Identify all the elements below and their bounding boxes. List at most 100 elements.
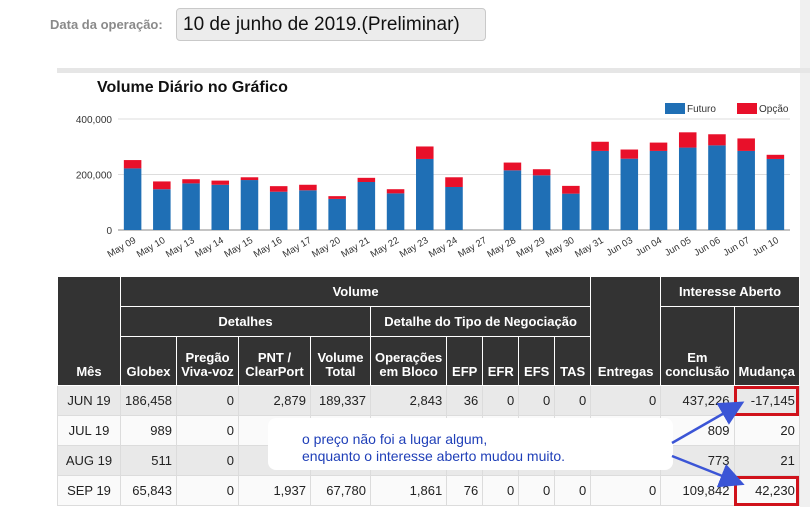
x-tick-label: May 24 [427,235,459,260]
cell-em-conclusao: 109,842 [660,475,735,506]
x-tick-label: May 10 [135,235,167,260]
bar-futuro [678,147,697,230]
cell-tas: 0 [554,385,592,416]
bar-futuro [766,158,785,230]
bar-opcao [299,184,317,191]
bar-opcao [678,132,697,148]
x-tick-label: May 22 [369,235,401,260]
bar-futuro [503,170,522,230]
header-tas: TAS [554,336,592,386]
header-group-volume: Volume [119,276,592,307]
header-group-interesse: Interesse Aberto [660,276,800,307]
cell-efp: 76 [446,475,484,506]
cell-mudanca: 20 [733,415,800,446]
y-tick-label: 400,000 [76,115,113,126]
cell-volume-total: 67,780 [310,475,371,506]
bar-opcao [649,142,668,151]
bar-opcao [211,180,230,185]
header-efs: EFS [518,336,556,386]
annotation-line-2: enquanto o interesse aberto mudou muito. [302,448,566,464]
legend-label-opcao: Opção [759,104,789,115]
cell-mudanca: -17,145 [733,385,800,416]
bar-futuro [357,181,376,230]
x-tick-label: May 17 [281,235,313,260]
annotation-box [268,418,673,470]
bar-futuro [620,158,639,230]
bar-futuro [240,180,259,230]
cell-tas: 0 [554,475,592,506]
page-scroll-edge [800,0,810,507]
bar-futuro [649,150,668,230]
cell-pregao: 0 [176,385,239,416]
cell-entregas: 0 [590,475,662,506]
bar-opcao [240,177,259,181]
cell-globex: 989 [120,415,177,446]
cell-pregao: 0 [176,475,239,506]
x-tick-label: May 09 [106,235,138,260]
bar-opcao [445,177,463,187]
x-tick-label: May 15 [222,235,254,260]
header-em-conclusao: Em conclusão [660,306,735,386]
bar-futuro [737,150,755,230]
x-tick-label: May 27 [456,235,488,260]
bar-opcao [416,146,434,159]
x-tick-label: Jun 07 [721,235,751,259]
operation-date-label: Data da operação: [50,17,163,32]
x-tick-label: Jun 10 [751,235,781,259]
x-tick-label: May 30 [544,235,576,260]
cell-mes: AUG 19 [57,445,121,476]
x-tick-label: Jun 04 [634,235,664,259]
header-group-detalhes: Detalhes [120,306,371,337]
x-tick-label: Jun 05 [663,235,693,259]
bar-opcao [357,177,376,182]
bar-futuro [416,158,434,230]
header-entregas: Entregas [590,276,662,386]
bar-futuro [328,198,346,230]
header-efp: EFP [446,336,484,386]
cell-operacoes: 1,861 [369,475,448,506]
bar-futuro [299,190,317,230]
bar-futuro [269,191,288,230]
legend-swatch-opcao [737,103,757,114]
cell-mes: JUL 19 [57,415,121,446]
bar-opcao [386,189,405,194]
cell-pregao: 0 [176,415,239,446]
bar-opcao [328,196,346,199]
x-tick-label: Jun 06 [692,235,722,259]
cell-pnt: 2,879 [238,385,311,416]
cell-operacoes: 2,843 [369,385,448,416]
x-tick-label: May 31 [573,235,605,260]
cell-volume-total: 189,337 [310,385,371,416]
bar-futuro [211,184,230,230]
cell-mes: SEP 19 [57,475,121,506]
bar-opcao [153,181,171,190]
bar-futuro [591,150,609,230]
y-tick-label: 200,000 [76,171,113,182]
cell-efr: 0 [482,385,520,416]
cell-em-conclusao: 437,226 [660,385,735,416]
bar-opcao [708,134,726,146]
bar-opcao [591,141,609,151]
cell-mudanca: 42,230 [733,475,800,506]
header-efr: EFR [482,336,520,386]
header-volume-total: Volume Total [310,336,371,386]
bar-opcao [737,138,755,151]
cell-mes: JUN 19 [57,385,121,416]
table-row: SEP 19 65,843 0 1,937 67,780 1,861 76 0 0 0 0 109,8… [57,475,800,506]
bar-opcao [562,185,580,194]
cell-pnt: 1,937 [238,475,311,506]
bar-opcao [620,149,639,159]
header-pnt: PNT / ClearPort [238,336,311,386]
cell-globex: 511 [120,445,177,476]
section-divider [57,68,810,73]
bar-futuro [153,189,171,230]
operation-date-select[interactable]: 10 de junho de 2019.(Preliminar) [176,8,486,41]
x-tick-label: May 29 [515,235,547,260]
cell-entregas: 0 [590,385,662,416]
x-tick-label: May 21 [339,235,371,260]
bar-futuro [562,193,580,230]
cell-efs: 0 [518,475,556,506]
header-pregao: Pregão Viva-voz [176,336,239,386]
annotation-line-1: o preço não foi a lugar algum, [302,431,488,447]
